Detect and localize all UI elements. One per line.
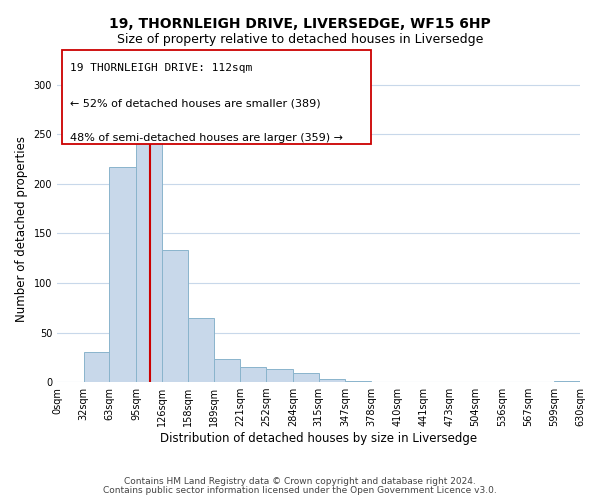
Bar — [109, 167, 136, 382]
Bar — [319, 379, 345, 382]
Bar — [161, 250, 188, 382]
Y-axis label: Number of detached properties: Number of detached properties — [15, 136, 28, 322]
Text: 19, THORNLEIGH DRIVE, LIVERSEDGE, WF15 6HP: 19, THORNLEIGH DRIVE, LIVERSEDGE, WF15 6… — [109, 18, 491, 32]
Bar — [83, 352, 109, 382]
FancyBboxPatch shape — [62, 50, 371, 144]
Bar — [136, 140, 161, 382]
Text: Contains HM Land Registry data © Crown copyright and database right 2024.: Contains HM Land Registry data © Crown c… — [124, 477, 476, 486]
Text: Contains public sector information licensed under the Open Government Licence v3: Contains public sector information licen… — [103, 486, 497, 495]
Bar — [188, 318, 214, 382]
Text: 48% of semi-detached houses are larger (359) →: 48% of semi-detached houses are larger (… — [70, 134, 343, 143]
Bar — [214, 360, 241, 382]
Bar — [241, 367, 266, 382]
Bar — [345, 381, 371, 382]
Text: Size of property relative to detached houses in Liversedge: Size of property relative to detached ho… — [117, 32, 483, 46]
X-axis label: Distribution of detached houses by size in Liversedge: Distribution of detached houses by size … — [160, 432, 477, 445]
Text: 19 THORNLEIGH DRIVE: 112sqm: 19 THORNLEIGH DRIVE: 112sqm — [70, 62, 253, 72]
Bar — [293, 373, 319, 382]
Bar — [554, 381, 580, 382]
Bar — [266, 369, 293, 382]
Text: ← 52% of detached houses are smaller (389): ← 52% of detached houses are smaller (38… — [70, 98, 321, 108]
